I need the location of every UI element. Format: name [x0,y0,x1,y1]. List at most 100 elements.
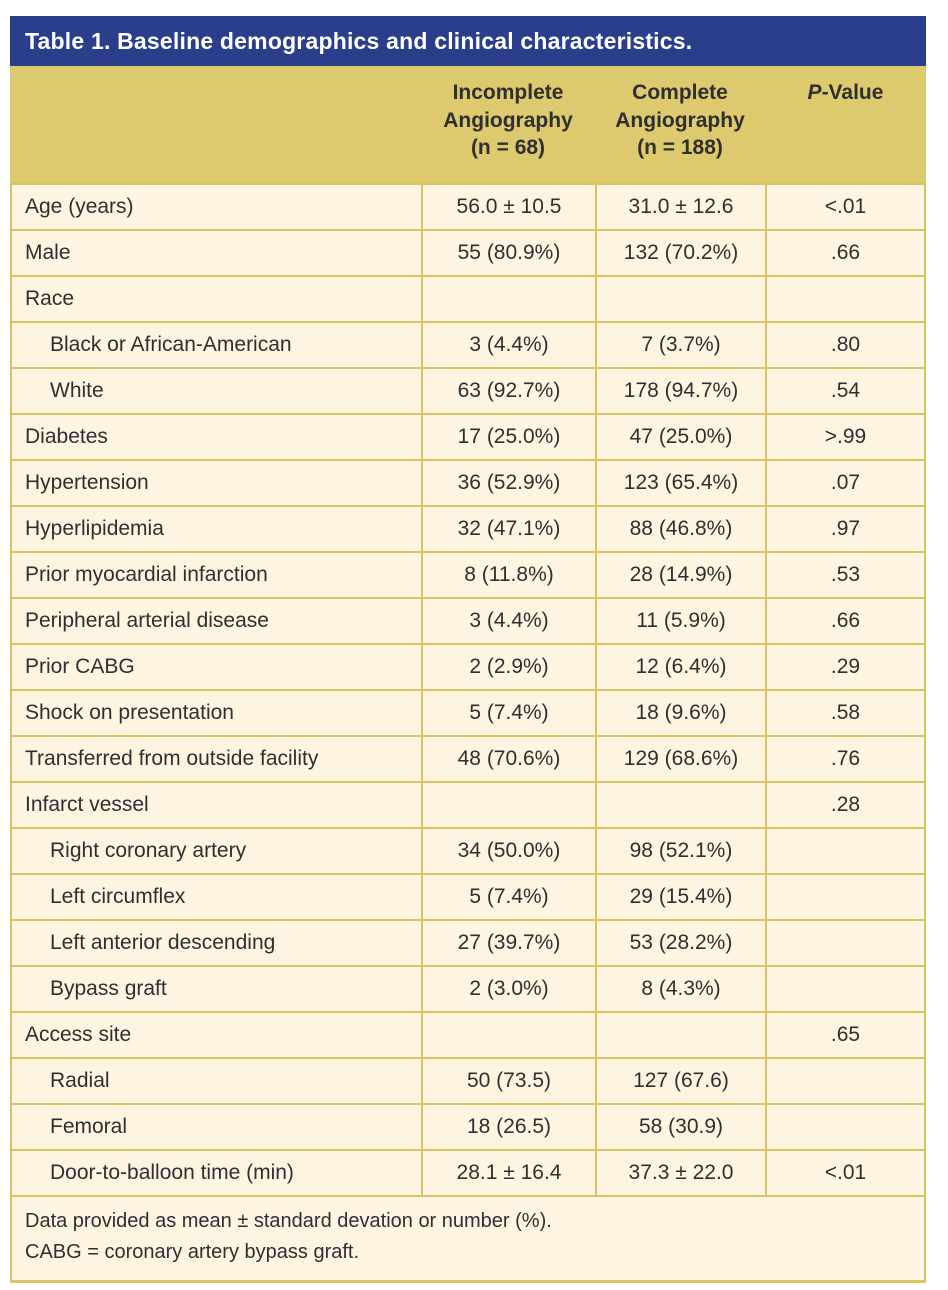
complete-angiography-value: 28 (14.9%) [595,553,765,598]
incomplete-angiography-value: 50 (73.5) [421,1059,595,1104]
complete-angiography-value: 8 (4.3%) [595,967,765,1012]
complete-angiography-value [595,1013,765,1058]
column-header-incomplete-angiography: Incomplete Angiography (n = 68) [443,81,573,160]
incomplete-angiography-value: 17 (25.0%) [421,415,595,460]
row-label: Diabetes [25,425,108,449]
row-label: White [50,379,104,403]
incomplete-angiography-value [421,277,595,322]
column-header-complete-angiography: Complete Angiography (n = 188) [615,81,745,160]
incomplete-angiography-value: 8 (11.8%) [421,553,595,598]
incomplete-angiography-value: 5 (7.4%) [421,875,595,920]
complete-angiography-value: 88 (46.8%) [595,507,765,552]
row-label: Male [25,241,71,265]
table-row: Radial 50 (73.5) 127 (67.6) [12,1057,924,1104]
row-label: Transferred from outside facility [25,747,319,771]
p-value [765,967,924,1012]
p-value: .66 [765,599,924,644]
p-value: .53 [765,553,924,598]
row-label: Right coronary artery [50,839,247,863]
footnote-line-1: Data provided as mean ± standard devatio… [25,1210,552,1233]
table-row: Race [12,275,924,322]
incomplete-angiography-value: 18 (26.5) [421,1105,595,1150]
row-label: Left circumflex [50,885,186,909]
p-value [765,277,924,322]
incomplete-angiography-value: 63 (92.7%) [421,369,595,414]
table-row: White 63 (92.7%) 178 (94.7%) .54 [12,367,924,414]
table-row: Left circumflex 5 (7.4%) 29 (15.4%) [12,873,924,920]
row-label: Radial [50,1069,110,1093]
table-row: Diabetes 17 (25.0%) 47 (25.0%) >.99 [12,413,924,460]
p-value-italic-p: P [807,81,822,104]
row-label: Black or African-American [50,333,292,357]
p-value: .28 [765,783,924,828]
table-row: Peripheral arterial disease 3 (4.4%) 11 (5… [12,597,924,644]
row-label: Race [25,287,75,311]
incomplete-angiography-value: 3 (4.4%) [421,323,595,368]
incomplete-angiography-value: 36 (52.9%) [421,461,595,506]
column-header-p-value: P-Value [765,79,926,162]
complete-angiography-value: 98 (52.1%) [595,829,765,874]
table-body: Age (years) 56.0 ± 10.5 31.0 ± 12.6 <.01 Mal… [10,182,926,1284]
incomplete-angiography-value: 27 (39.7%) [421,921,595,966]
column-header-empty [10,79,421,162]
table-row: Hyperlipidemia 32 (47.1%) 88 (46.8%) .97 [12,505,924,552]
p-value: .97 [765,507,924,552]
p-value: <.01 [765,185,924,230]
table-row: Door-to-balloon time (min) 28.1 ± 16.4 37.… [12,1149,924,1196]
complete-angiography-value [595,277,765,322]
incomplete-angiography-value: 2 (2.9%) [421,645,595,690]
incomplete-angiography-value: 2 (3.0%) [421,967,595,1012]
p-value: <.01 [765,1151,924,1196]
row-label: Left anterior descending [50,931,276,955]
rows-container: Age (years) 56.0 ± 10.5 31.0 ± 12.6 <.01 Mal… [12,185,924,1196]
table-title-bar: Table 1. Baseline demographics and clini… [10,16,926,66]
p-value: .76 [765,737,924,782]
p-value: .54 [765,369,924,414]
row-label: Access site [25,1023,132,1047]
complete-angiography-value: 18 (9.6%) [595,691,765,736]
table-row: Femoral 18 (26.5) 58 (30.9) [12,1103,924,1150]
complete-angiography-value: 29 (15.4%) [595,875,765,920]
p-value [765,875,924,920]
row-label: Shock on presentation [25,701,234,725]
p-value: .65 [765,1013,924,1058]
complete-angiography-value: 127 (67.6) [595,1059,765,1104]
complete-angiography-value: 37.3 ± 22.0 [595,1151,765,1196]
p-value: .80 [765,323,924,368]
incomplete-angiography-value: 3 (4.4%) [421,599,595,644]
table-row: Access site .65 [12,1011,924,1058]
row-label: Femoral [50,1115,128,1139]
row-label: Bypass graft [50,977,167,1001]
row-label: Age (years) [25,195,134,219]
incomplete-angiography-value: 34 (50.0%) [421,829,595,874]
row-label: Hypertension [25,471,149,495]
incomplete-angiography-value: 5 (7.4%) [421,691,595,736]
complete-angiography-value: 58 (30.9) [595,1105,765,1150]
row-label: Prior myocardial infarction [25,563,268,587]
incomplete-angiography-value [421,783,595,828]
p-value [765,921,924,966]
row-label: Door-to-balloon time (min) [50,1161,294,1185]
table-row: Transferred from outside facility 48 (70.… [12,735,924,782]
complete-angiography-value: 178 (94.7%) [595,369,765,414]
complete-angiography-value: 132 (70.2%) [595,231,765,276]
p-value: .58 [765,691,924,736]
p-value: .66 [765,231,924,276]
column-header-row: Incomplete Angiography (n = 68) Complete… [10,66,926,183]
complete-angiography-value: 129 (68.6%) [595,737,765,782]
table-row: Right coronary artery 34 (50.0%) 98 (52.1%… [12,827,924,874]
incomplete-angiography-value: 32 (47.1%) [421,507,595,552]
table-row: Prior myocardial infarction 8 (11.8%) 28 (… [12,551,924,598]
complete-angiography-value: 47 (25.0%) [595,415,765,460]
p-value: .29 [765,645,924,690]
incomplete-angiography-value [421,1013,595,1058]
incomplete-angiography-value: 56.0 ± 10.5 [421,185,595,230]
p-value-rest: -Value [821,81,884,104]
row-label: Prior CABG [25,655,135,679]
incomplete-angiography-value: 28.1 ± 16.4 [421,1151,595,1196]
p-value: .07 [765,461,924,506]
table-row: Shock on presentation 5 (7.4%) 18 (9.6%) .5… [12,689,924,736]
incomplete-angiography-value: 55 (80.9%) [421,231,595,276]
table-row: Black or African-American 3 (4.4%) 7 (3.7%… [12,321,924,368]
